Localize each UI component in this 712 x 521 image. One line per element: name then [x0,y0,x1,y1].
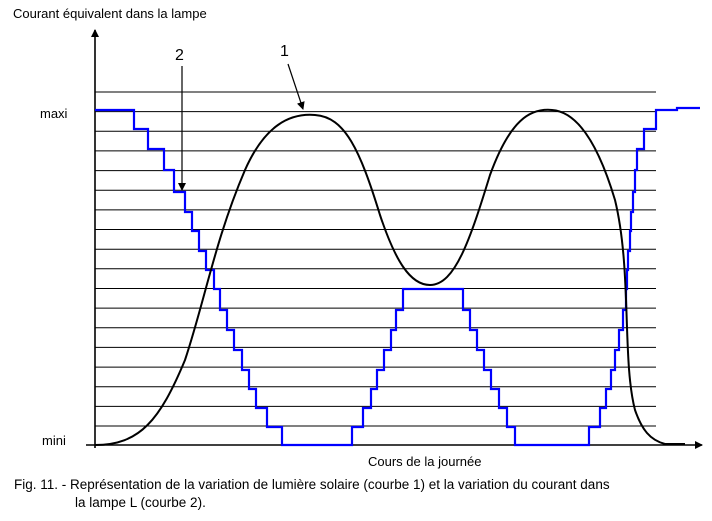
caption-line-1: Fig. 11. - Représentation de la variatio… [14,477,610,492]
y-label-min: mini [42,433,66,448]
curve-2-label: 2 [175,47,184,64]
y-label-max: maxi [40,106,68,121]
curve-2-lamp-current [95,106,700,447]
figure-caption: Fig. 11. - Représentation de la variatio… [14,476,704,512]
caption-line-2: la lampe L (courbe 2). [75,495,206,510]
curve-1-label: 1 [280,43,289,60]
x-axis-title: Cours de la journée [368,454,482,469]
curve-1-sunlight [94,108,685,446]
grid-lines [95,91,656,427]
curve-1-pointer-arrow [287,63,305,110]
y-axis-title: Courant équivalent dans la lampe [13,6,207,21]
